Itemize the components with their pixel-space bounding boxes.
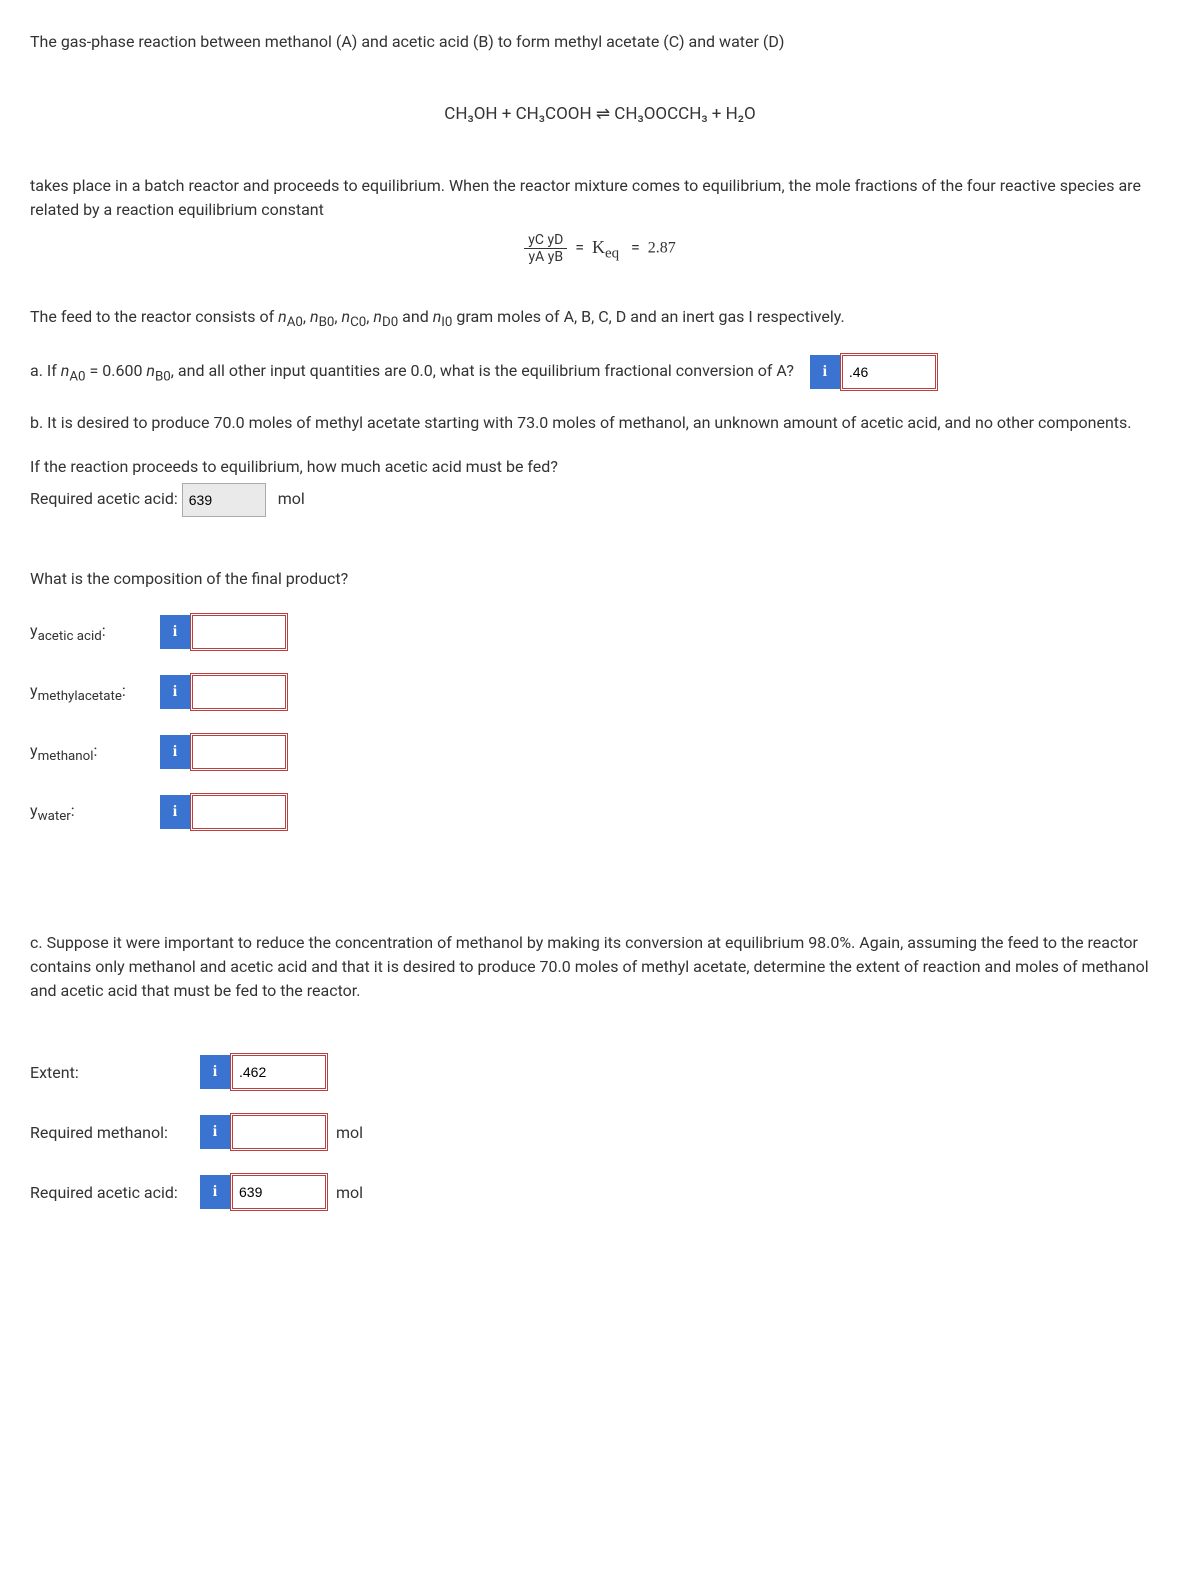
part-b-text: b. It is desired to produce 70.0 moles o…	[30, 411, 1170, 435]
req-acid-label-c: Required acetic acid:	[30, 1183, 200, 1202]
y-methanol-input[interactable]	[190, 733, 288, 771]
part-a: a. If nA0 = 0.600 nB0, and all other inp…	[30, 353, 1170, 391]
eq-sign-1: =	[575, 238, 584, 257]
info-icon[interactable]: i	[160, 795, 190, 829]
req-acid-label: Required acetic acid:	[30, 489, 178, 508]
req-acid-input-c[interactable]	[230, 1173, 328, 1211]
y-methanol-label: ymethanol:	[30, 741, 160, 764]
keq-value: 2.87	[648, 240, 676, 257]
y-acetic-acid-input[interactable]	[190, 613, 288, 651]
y-methylacetate-label: ymethylacetate:	[30, 681, 160, 704]
part-b-q1: If the reaction proceeds to equilibrium,…	[30, 455, 1170, 479]
reaction-equation: CH₃OH + CH₃COOH ⇌ CH₃OOCCH₃ + H₂O	[30, 104, 1170, 124]
info-icon[interactable]: i	[200, 1115, 230, 1149]
req-acid-unit: mol	[278, 489, 305, 508]
extent-input[interactable]	[230, 1053, 328, 1091]
info-icon[interactable]: i	[200, 1055, 230, 1089]
info-icon[interactable]: i	[810, 355, 840, 389]
part-a-answer-input[interactable]	[840, 353, 938, 391]
y-water-label: ywater:	[30, 801, 160, 824]
batch-text: takes place in a batch reactor and proce…	[30, 174, 1170, 222]
intro-text: The gas-phase reaction between methanol …	[30, 30, 1170, 54]
req-acid-unit-c: mol	[336, 1183, 363, 1202]
part-b-q2: What is the composition of the final pro…	[30, 567, 1170, 591]
y-methylacetate-input[interactable]	[190, 673, 288, 711]
required-acetic-acid-input[interactable]	[182, 483, 266, 517]
info-icon[interactable]: i	[200, 1175, 230, 1209]
info-icon[interactable]: i	[160, 615, 190, 649]
keq-expression: yC yD yA yB = Keq = 2.87	[30, 232, 1170, 265]
extent-label: Extent:	[30, 1063, 200, 1082]
frac-den: yA yB	[524, 249, 567, 265]
feed-text: The feed to the reactor consists of nA0,…	[30, 305, 1170, 333]
y-acetic-acid-label: yacetic acid:	[30, 621, 160, 644]
frac-num: yC yD	[524, 232, 567, 249]
part-c-text: c. Suppose it were important to reduce t…	[30, 931, 1170, 1003]
info-icon[interactable]: i	[160, 735, 190, 769]
req-methanol-input[interactable]	[230, 1113, 328, 1151]
req-methanol-unit: mol	[336, 1123, 363, 1142]
info-icon[interactable]: i	[160, 675, 190, 709]
eq-sign-2: =	[631, 238, 640, 257]
y-water-input[interactable]	[190, 793, 288, 831]
req-methanol-label: Required methanol:	[30, 1123, 200, 1142]
